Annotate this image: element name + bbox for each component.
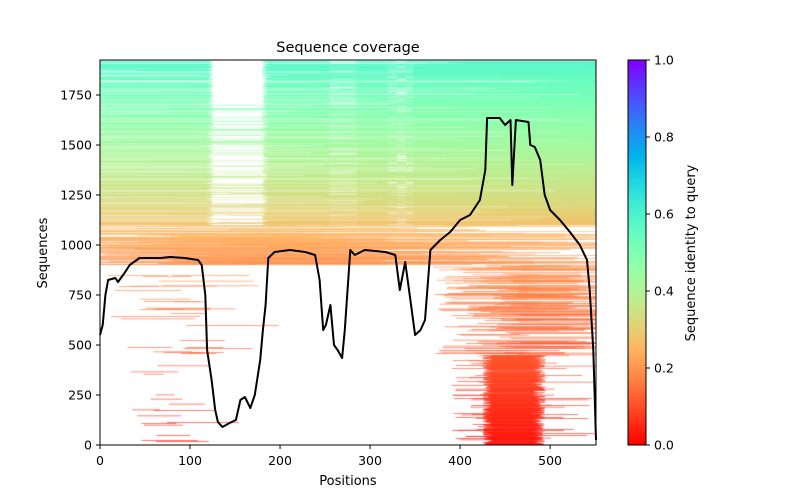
coverage-heatmap (100, 60, 596, 445)
colorbar-tick-label: 1.0 (654, 53, 674, 68)
x-tick-label: 500 (538, 453, 562, 468)
colorbar-gradient (628, 60, 646, 445)
y-tick-label: 1500 (60, 138, 92, 153)
colorbar-tick-label: 0.6 (654, 207, 674, 222)
colorbar-tick-label: 0.8 (654, 130, 674, 145)
y-tick-label: 1000 (60, 238, 92, 253)
x-tick-label: 100 (178, 453, 202, 468)
colorbar-tick-label: 0.0 (654, 438, 674, 453)
colorbar-frame (627, 59, 647, 446)
colorbar-tick-label: 0.2 (654, 361, 674, 376)
colorbar-tick-label: 0.4 (654, 284, 674, 299)
chart-title: Sequence coverage (276, 40, 420, 56)
coverage-line (99, 117, 597, 441)
y-tick-label: 500 (68, 338, 92, 353)
x-tick-label: 300 (358, 453, 382, 468)
colorbar-label: Sequence identity to query (684, 164, 699, 341)
y-axis-label: Sequences (36, 217, 51, 288)
x-tick-label: 0 (96, 453, 104, 468)
plot-frame (99, 59, 597, 446)
y-tick-label: 1750 (60, 88, 92, 103)
x-axis-label: Positions (319, 474, 377, 489)
y-tick-label: 750 (68, 288, 92, 303)
y-tick-label: 1250 (60, 188, 92, 203)
y-tick-label: 250 (68, 388, 92, 403)
x-tick-label: 400 (448, 453, 472, 468)
x-tick-label: 200 (268, 453, 292, 468)
y-tick-label: 0 (84, 438, 92, 453)
